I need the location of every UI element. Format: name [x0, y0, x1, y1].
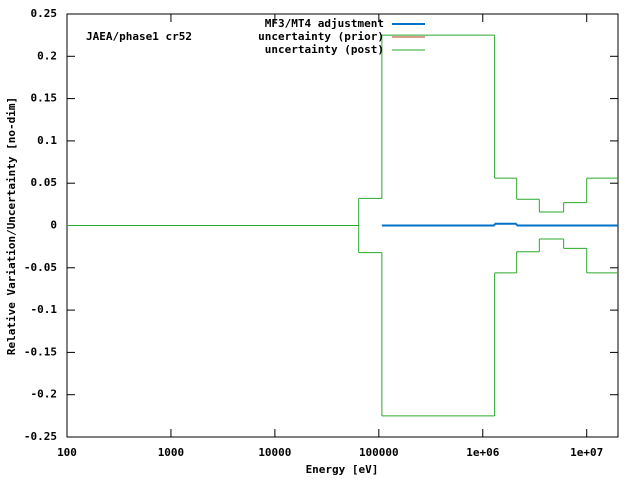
legend-label: MF3/MT4 adjustment — [265, 17, 384, 30]
y-tick-label: 0.05 — [31, 176, 58, 189]
legend-label: uncertainty (post) — [265, 43, 384, 56]
y-tick-label: -0.2 — [31, 388, 58, 401]
legend-label: uncertainty (prior) — [258, 30, 384, 43]
y-tick-label: -0.15 — [24, 345, 57, 358]
y-axis-label: Relative Variation/Uncertainty [no-dim] — [5, 97, 18, 355]
x-tick-label: 100000 — [359, 446, 399, 459]
x-axis-label: Energy [eV] — [306, 463, 379, 476]
x-tick-label: 1000 — [158, 446, 185, 459]
y-tick-label: 0.1 — [37, 134, 57, 147]
y-tick-label: 0.25 — [31, 7, 58, 20]
y-tick-label: -0.25 — [24, 430, 57, 443]
x-tick-label: 1e+06 — [466, 446, 499, 459]
annotation: JAEA/phase1 cr52 — [86, 30, 192, 43]
y-tick-label: 0 — [50, 219, 57, 232]
x-tick-label: 10000 — [258, 446, 291, 459]
x-tick-label: 1e+07 — [570, 446, 603, 459]
y-tick-label: -0.05 — [24, 261, 57, 274]
y-tick-label: -0.1 — [31, 303, 58, 316]
x-tick-label: 100 — [57, 446, 77, 459]
y-tick-label: 0.15 — [31, 92, 58, 105]
y-tick-label: 0.2 — [37, 49, 57, 62]
